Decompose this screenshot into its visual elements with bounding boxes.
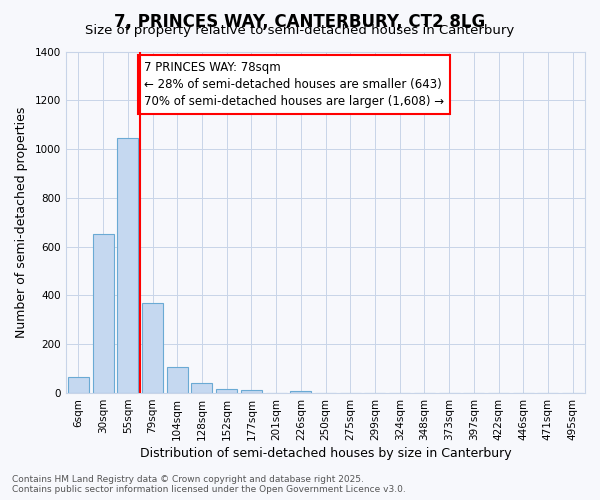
- Bar: [118, 138, 139, 393]
- Bar: [191, 384, 212, 393]
- Text: Contains HM Land Registry data © Crown copyright and database right 2025.
Contai: Contains HM Land Registry data © Crown c…: [12, 474, 406, 494]
- Text: 7, PRINCES WAY, CANTERBURY, CT2 8LG: 7, PRINCES WAY, CANTERBURY, CT2 8LG: [115, 12, 485, 30]
- Bar: [142, 303, 163, 393]
- Y-axis label: Number of semi-detached properties: Number of semi-detached properties: [15, 106, 28, 338]
- Bar: [68, 377, 89, 393]
- Text: 7 PRINCES WAY: 78sqm
← 28% of semi-detached houses are smaller (643)
70% of semi: 7 PRINCES WAY: 78sqm ← 28% of semi-detac…: [144, 62, 444, 108]
- Bar: [216, 388, 237, 393]
- Bar: [241, 390, 262, 393]
- Bar: [167, 368, 188, 393]
- Bar: [290, 391, 311, 393]
- Bar: [92, 234, 113, 393]
- X-axis label: Distribution of semi-detached houses by size in Canterbury: Distribution of semi-detached houses by …: [140, 447, 511, 460]
- Text: Size of property relative to semi-detached houses in Canterbury: Size of property relative to semi-detach…: [85, 24, 515, 37]
